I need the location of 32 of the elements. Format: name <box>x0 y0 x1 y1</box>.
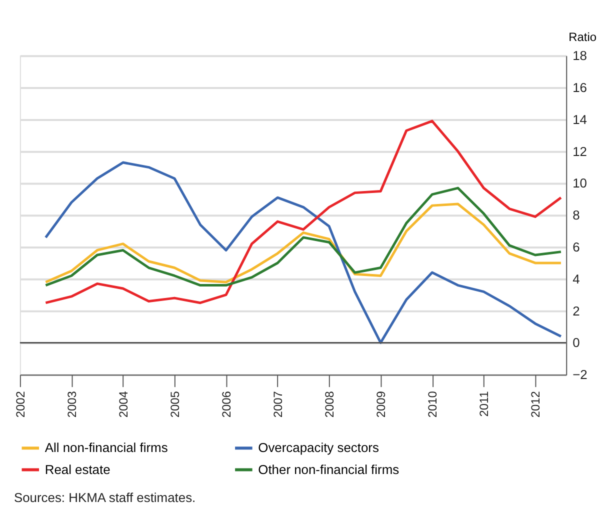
x-tick-label: 2004 <box>116 390 130 418</box>
y-axis-title: Ratio <box>568 30 597 44</box>
y-tick-label: 2 <box>572 303 580 318</box>
legend-label: Real estate <box>44 462 110 477</box>
y-tick-label: 14 <box>572 112 587 127</box>
x-tick-label: 2011 <box>477 390 492 417</box>
y-tick-label: 6 <box>572 240 580 255</box>
x-tick-label: 2008 <box>322 390 337 418</box>
line-series <box>44 161 562 344</box>
line-series <box>44 120 562 304</box>
x-tick-label: 2002 <box>13 390 28 418</box>
y-tick-label: 8 <box>572 208 580 223</box>
legend-label: Overcapacity sectors <box>258 440 379 456</box>
y-tick-label: 0 <box>572 335 580 350</box>
x-tick-label: 2007 <box>271 390 286 418</box>
y-tick-label: 12 <box>572 144 587 159</box>
y-tick-label: 10 <box>572 176 587 191</box>
legend-label: All non-financial firms <box>44 440 168 456</box>
x-tick-label: 2009 <box>374 390 388 418</box>
x-tick-label: 2010 <box>426 390 440 418</box>
legend-label: Other non-financial firms <box>258 462 400 477</box>
y-tick-label: −2 <box>572 367 588 382</box>
x-tick-label: 2003 <box>64 390 79 418</box>
y-tick-label: 18 <box>572 48 587 64</box>
x-tick-label: 2012 <box>528 390 543 418</box>
x-tick-label: 2006 <box>220 390 234 418</box>
source-note: Sources: HKMA staff estimates. <box>14 490 196 506</box>
line-series <box>44 186 562 287</box>
y-tick-label: 4 <box>572 271 580 286</box>
y-tick-label: 16 <box>572 80 587 96</box>
line-series <box>44 202 562 284</box>
x-tick-label: 2005 <box>168 390 182 418</box>
